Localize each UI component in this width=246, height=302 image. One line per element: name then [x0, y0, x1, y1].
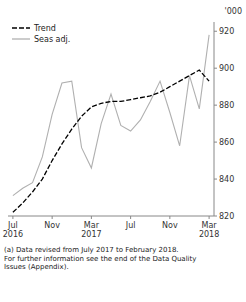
y-tick-label: 920	[219, 27, 234, 36]
footnote: (a) Data revised from July 2017 to Febru…	[4, 246, 242, 272]
x-tick-label: Nov	[162, 221, 178, 230]
y-tick-label: 880	[219, 101, 234, 110]
y-tick	[214, 68, 217, 69]
legend: Trend Seas adj.	[12, 24, 70, 44]
legend-swatch	[12, 27, 30, 28]
x-tick-label: Jul	[126, 221, 136, 230]
y-tick-label: 840	[219, 175, 234, 184]
y-tick	[214, 216, 217, 217]
legend-label: Seas adj.	[34, 35, 70, 44]
y-axis-label: '000	[225, 7, 242, 16]
y-tick	[214, 31, 217, 32]
series-line	[13, 70, 209, 212]
x-tick-label: Nov	[44, 221, 60, 230]
legend-swatch	[12, 38, 30, 39]
y-tick	[214, 179, 217, 180]
x-tick	[91, 216, 92, 219]
series-line	[13, 35, 209, 196]
x-tick-label: Jul 2016	[3, 221, 23, 239]
plot-area	[13, 35, 209, 212]
x-tick	[209, 216, 210, 219]
y-tick-label: 820	[219, 212, 234, 221]
y-tick	[214, 142, 217, 143]
x-tick	[169, 216, 170, 219]
x-tick	[130, 216, 131, 219]
legend-label: Trend	[33, 24, 56, 33]
y-tick-label: 900	[219, 64, 234, 73]
x-tick-label: Mar 2018	[199, 221, 219, 239]
y-tick-label: 860	[219, 138, 234, 147]
chart: 820 840 860 880 900 920 '000 Trend Seas adj. Jul …	[0, 0, 246, 302]
y-tick	[214, 105, 217, 106]
x-tick-label: Mar 2017	[81, 221, 101, 239]
x-tick	[52, 216, 53, 219]
x-tick	[12, 216, 13, 219]
y-axis-line	[214, 22, 215, 216]
x-axis-line	[8, 216, 214, 217]
